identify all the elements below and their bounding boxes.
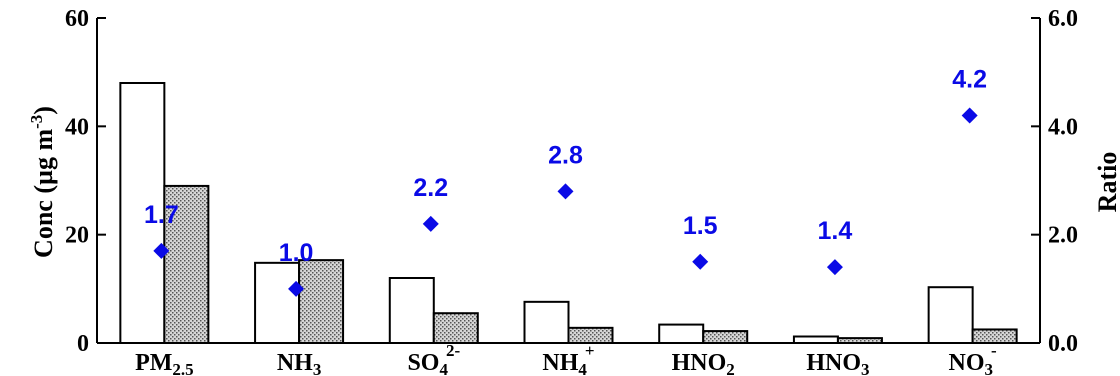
ratio-label-7: 4.2	[952, 66, 987, 94]
y2-tick-label-4: 6.0	[1048, 6, 1078, 32]
y-tick-label-2: 20	[65, 223, 89, 249]
ratio-label-2: 1.0	[279, 239, 314, 267]
y2-tick-label-1: 0.0	[1048, 331, 1078, 357]
plot-area: 0 20 40 60 0.0 2.0 4.0 6.0 PM2.5 NH3 SO42- NH4+ HNO2…	[65, 6, 1078, 376]
y2-axis-title: Ratio	[1093, 152, 1120, 213]
x-tick-label-3: SO42-	[407, 341, 460, 376]
bar-series-1-2	[254, 261, 301, 345]
x-tick-label-6: HNO3	[806, 350, 869, 376]
y-tick-label-1: 0	[77, 331, 89, 357]
bar-series-1-1	[119, 82, 166, 344]
x-tick-label-7: NO3-	[949, 341, 998, 376]
y2-tick-label-3: 4.0	[1048, 114, 1078, 140]
bar-series-2-2	[298, 259, 345, 344]
y-tick-label-3: 40	[65, 114, 89, 140]
bar-series-1-7	[927, 286, 974, 345]
y-axis-title: Conc (µg m-3)	[27, 106, 58, 258]
ratio-label-6: 1.4	[818, 217, 853, 245]
y-axis-title-sup: -3	[27, 115, 46, 129]
x-tick-label-5: HNO2	[672, 350, 735, 376]
bar-series-1-3	[388, 277, 435, 344]
ratio-label-1: 1.7	[144, 201, 179, 229]
bar-series-2-5	[702, 330, 749, 345]
ratio-label-4: 2.8	[548, 141, 583, 169]
y-axis-title-base: Conc (µg m	[29, 129, 58, 258]
bar-series-1-4	[523, 300, 570, 345]
bar-series-2-3	[432, 312, 479, 345]
ratio-marker-7	[961, 107, 978, 124]
ratio-label-3: 2.2	[413, 174, 448, 202]
bar-series-1-5	[658, 323, 705, 345]
x-tick-label-4: NH4+	[542, 341, 594, 376]
ratio-marker-1	[153, 242, 170, 259]
ratio-marker-4	[557, 183, 574, 200]
ratio-marker-6	[826, 259, 843, 276]
y2-tick-label-2: 2.0	[1048, 223, 1078, 249]
x-tick-label-2: NH3	[277, 350, 322, 376]
ratio-marker-3	[422, 215, 439, 232]
ratio-label-5: 1.5	[683, 212, 718, 240]
ratio-marker-5	[692, 253, 709, 270]
y-tick-label-4: 60	[65, 6, 89, 32]
ratio-marker-2	[288, 280, 305, 297]
x-tick-label-1: PM2.5	[135, 350, 194, 376]
y-axis-title-close: )	[29, 106, 58, 115]
